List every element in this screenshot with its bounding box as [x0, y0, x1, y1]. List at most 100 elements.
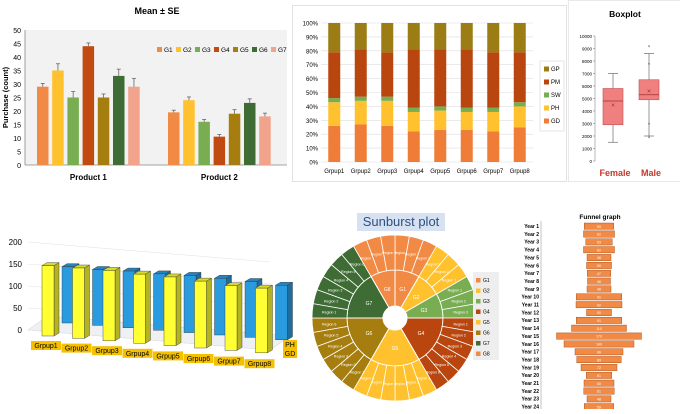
bar-G3-1: [67, 97, 79, 165]
funnel-bar-Year 1: [584, 222, 614, 230]
outer-label: Region 1: [350, 371, 364, 375]
year-label: Year 23: [521, 397, 539, 403]
y-tick-label: 35: [13, 69, 21, 76]
funnel-value: 59: [597, 405, 601, 409]
inner-label-G8: G8: [384, 287, 391, 293]
legend-label-G5: G5: [483, 320, 490, 326]
x-tick-label: Grpup6: [187, 356, 210, 363]
bar-G2-1: [52, 70, 64, 165]
year-label: Year 24: [521, 405, 539, 409]
outer-label: Region 2: [452, 334, 466, 338]
bar-GD-Grpup6: [214, 278, 227, 336]
legend-label-G8: G8: [483, 352, 490, 358]
year-label: Year 22: [521, 389, 539, 395]
year-label: Year 9: [524, 287, 539, 293]
bar-PH-Grpup4: [133, 273, 146, 344]
outer-label: Region 1: [426, 262, 440, 266]
legend-label-G7: G7: [483, 341, 490, 347]
x-tick-label: Grpup1: [324, 169, 345, 175]
chart-title: Boxplot: [609, 9, 641, 19]
funnel-chart: Funnel graph 59 Year 1 62 Year 2 53 Year 3 62 Ye…: [521, 214, 642, 412]
x-group-label: Product 1: [70, 173, 107, 182]
y-tick-label: 30%: [306, 119, 319, 125]
stack-PM-Grpup1: [328, 52, 341, 99]
outer-label: Region 4: [442, 354, 456, 358]
y-tick-label: 15: [13, 123, 21, 130]
series-label-GD: GD: [285, 351, 296, 358]
bar-G7-2: [259, 116, 271, 165]
year-label: Year 5: [524, 255, 539, 261]
legend-swatch-GD: [544, 118, 549, 124]
center-hole: [383, 306, 407, 330]
x-label-bg: [92, 346, 122, 356]
outer-label: Region 2: [434, 270, 448, 274]
stack-GP-Grpup3: [381, 23, 394, 53]
funnel-value: 91: [597, 319, 601, 323]
y-tick-label: 100%: [303, 22, 319, 28]
y-tick-label: 10000: [579, 34, 592, 39]
mean-marker: ×: [611, 102, 615, 109]
stack-GD-Grpup5: [434, 130, 447, 162]
boxplot-panel: Boxplot 0 1000 2000 3000 4000 5000 6000 7000 8000…: [568, 0, 680, 182]
legend-swatch-G1: [157, 47, 162, 52]
funnel-bar-Year 14: [571, 324, 627, 332]
mean-marker: ×: [647, 89, 651, 96]
stack-GP-Grpup7: [487, 23, 500, 53]
x-label-bg: [31, 341, 61, 350]
year-label: Year 4: [524, 248, 539, 254]
inner-label-G6: G6: [366, 331, 373, 337]
x-tick-label: Grpup3: [377, 169, 398, 175]
funnel-value: 72: [597, 366, 601, 370]
outer-label: Region 1: [454, 322, 468, 326]
stack-PH-Grpup4: [407, 111, 420, 132]
funnel-bar-Year 8: [587, 277, 611, 285]
funnel-bar-Year 13: [576, 316, 622, 324]
category-label-Male: Male: [641, 168, 661, 178]
box-Female: [602, 88, 624, 126]
outer-label: Region 1: [322, 311, 336, 315]
funnel-value: 48: [597, 256, 601, 260]
legend-label-PH: PH: [551, 106, 559, 112]
legend-label-GP: GP: [551, 67, 560, 73]
funnel-value: 89: [597, 358, 601, 362]
bar-PH-Grpup7-side: [236, 282, 243, 351]
series-label-bg: [283, 349, 297, 358]
year-label: Year 17: [521, 350, 539, 356]
grouped-bar-chart-panel: Mean ± SE 0 5 10 15 20 25 30 35 40 45 50 Purchase (c…: [0, 0, 290, 185]
stack-PM-Grpup4: [407, 49, 420, 108]
legend-label-G1: G1: [483, 278, 490, 284]
stack-PM-Grpup3: [381, 52, 394, 97]
legend-swatch-G4: [214, 47, 219, 52]
outer-label: Region 3: [334, 354, 348, 358]
stack-PM-Grpup8: [513, 52, 526, 103]
outer-label: Region 3: [328, 289, 342, 293]
bar-PH-Grpup2-side: [84, 264, 90, 339]
bar-G1-2: [168, 112, 180, 165]
year-label: Year 15: [521, 334, 539, 340]
bar-G5-2: [228, 113, 241, 165]
legend-label-GD: GD: [551, 119, 561, 125]
funnel-bar-Year 20: [586, 371, 612, 379]
funnel-value: 62: [597, 248, 601, 252]
funnel-value: 50: [597, 311, 601, 315]
funnel-bar-Year 18: [576, 356, 622, 363]
outer-label: Region 6: [322, 322, 336, 326]
y-tick-label: 9000: [582, 47, 593, 52]
stack-GP-Grpup1: [328, 23, 341, 53]
outlier-marker: *: [648, 137, 651, 143]
legend-swatch-G7: [476, 341, 481, 346]
stack-PH-Grpup7: [487, 111, 500, 132]
outer-segment-G8: [380, 234, 396, 272]
outlier-marker: *: [648, 45, 651, 51]
stack-GP-Grpup5: [434, 23, 447, 50]
stack-SW-Grpup3: [381, 96, 394, 101]
stacked-percent-chart-panel: 0% 10% 20% 30% 40% 50% 60% 70% 80% 90% 100% Grpup1 G…: [292, 5, 567, 182]
stack-SW-Grpup8: [513, 102, 526, 107]
outer-label: Region 6: [360, 376, 374, 380]
funnel-value: 110: [596, 327, 602, 331]
stack-GD-Grpup6: [460, 130, 473, 162]
legend-label-G7: G7: [278, 47, 287, 54]
y-tick-label: 200: [9, 238, 23, 247]
funnel-value: 140: [596, 343, 602, 347]
bar-PH-Grpup4-side: [145, 270, 151, 344]
